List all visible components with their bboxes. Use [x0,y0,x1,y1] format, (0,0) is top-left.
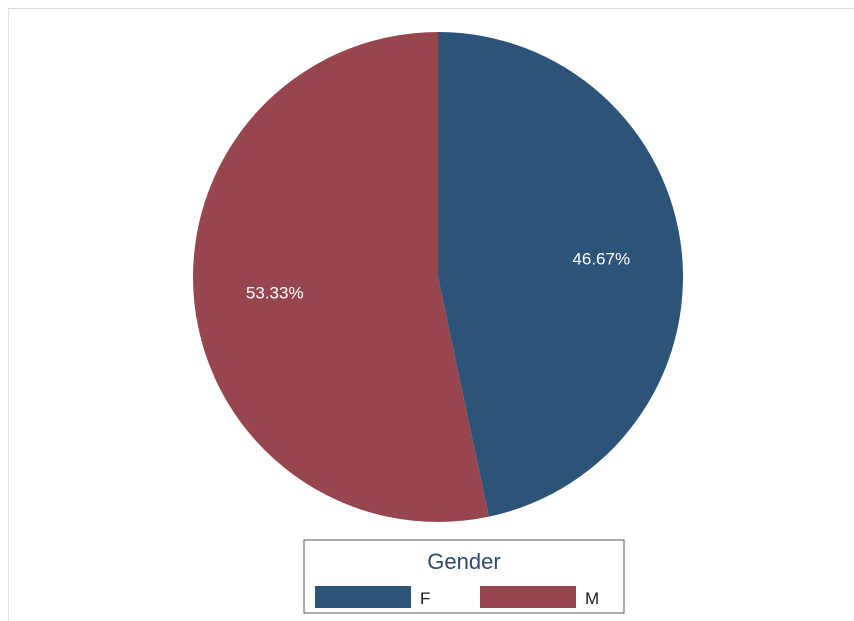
legend-swatch-m [480,586,576,608]
legend-label-f: F [420,589,430,608]
legend-title: Gender [427,549,500,574]
pie-slice-f [438,32,683,517]
pie-slice-labels: 46.67% 53.33% [246,249,630,302]
slice-label-f: 46.67% [572,249,630,268]
legend-label-m: M [585,589,599,608]
pie-slice-m [192,31,489,523]
legend: Gender F M [303,539,625,614]
legend-swatch-f [315,586,411,608]
slice-label-m: 53.33% [246,284,304,303]
pie-slices [192,31,683,523]
